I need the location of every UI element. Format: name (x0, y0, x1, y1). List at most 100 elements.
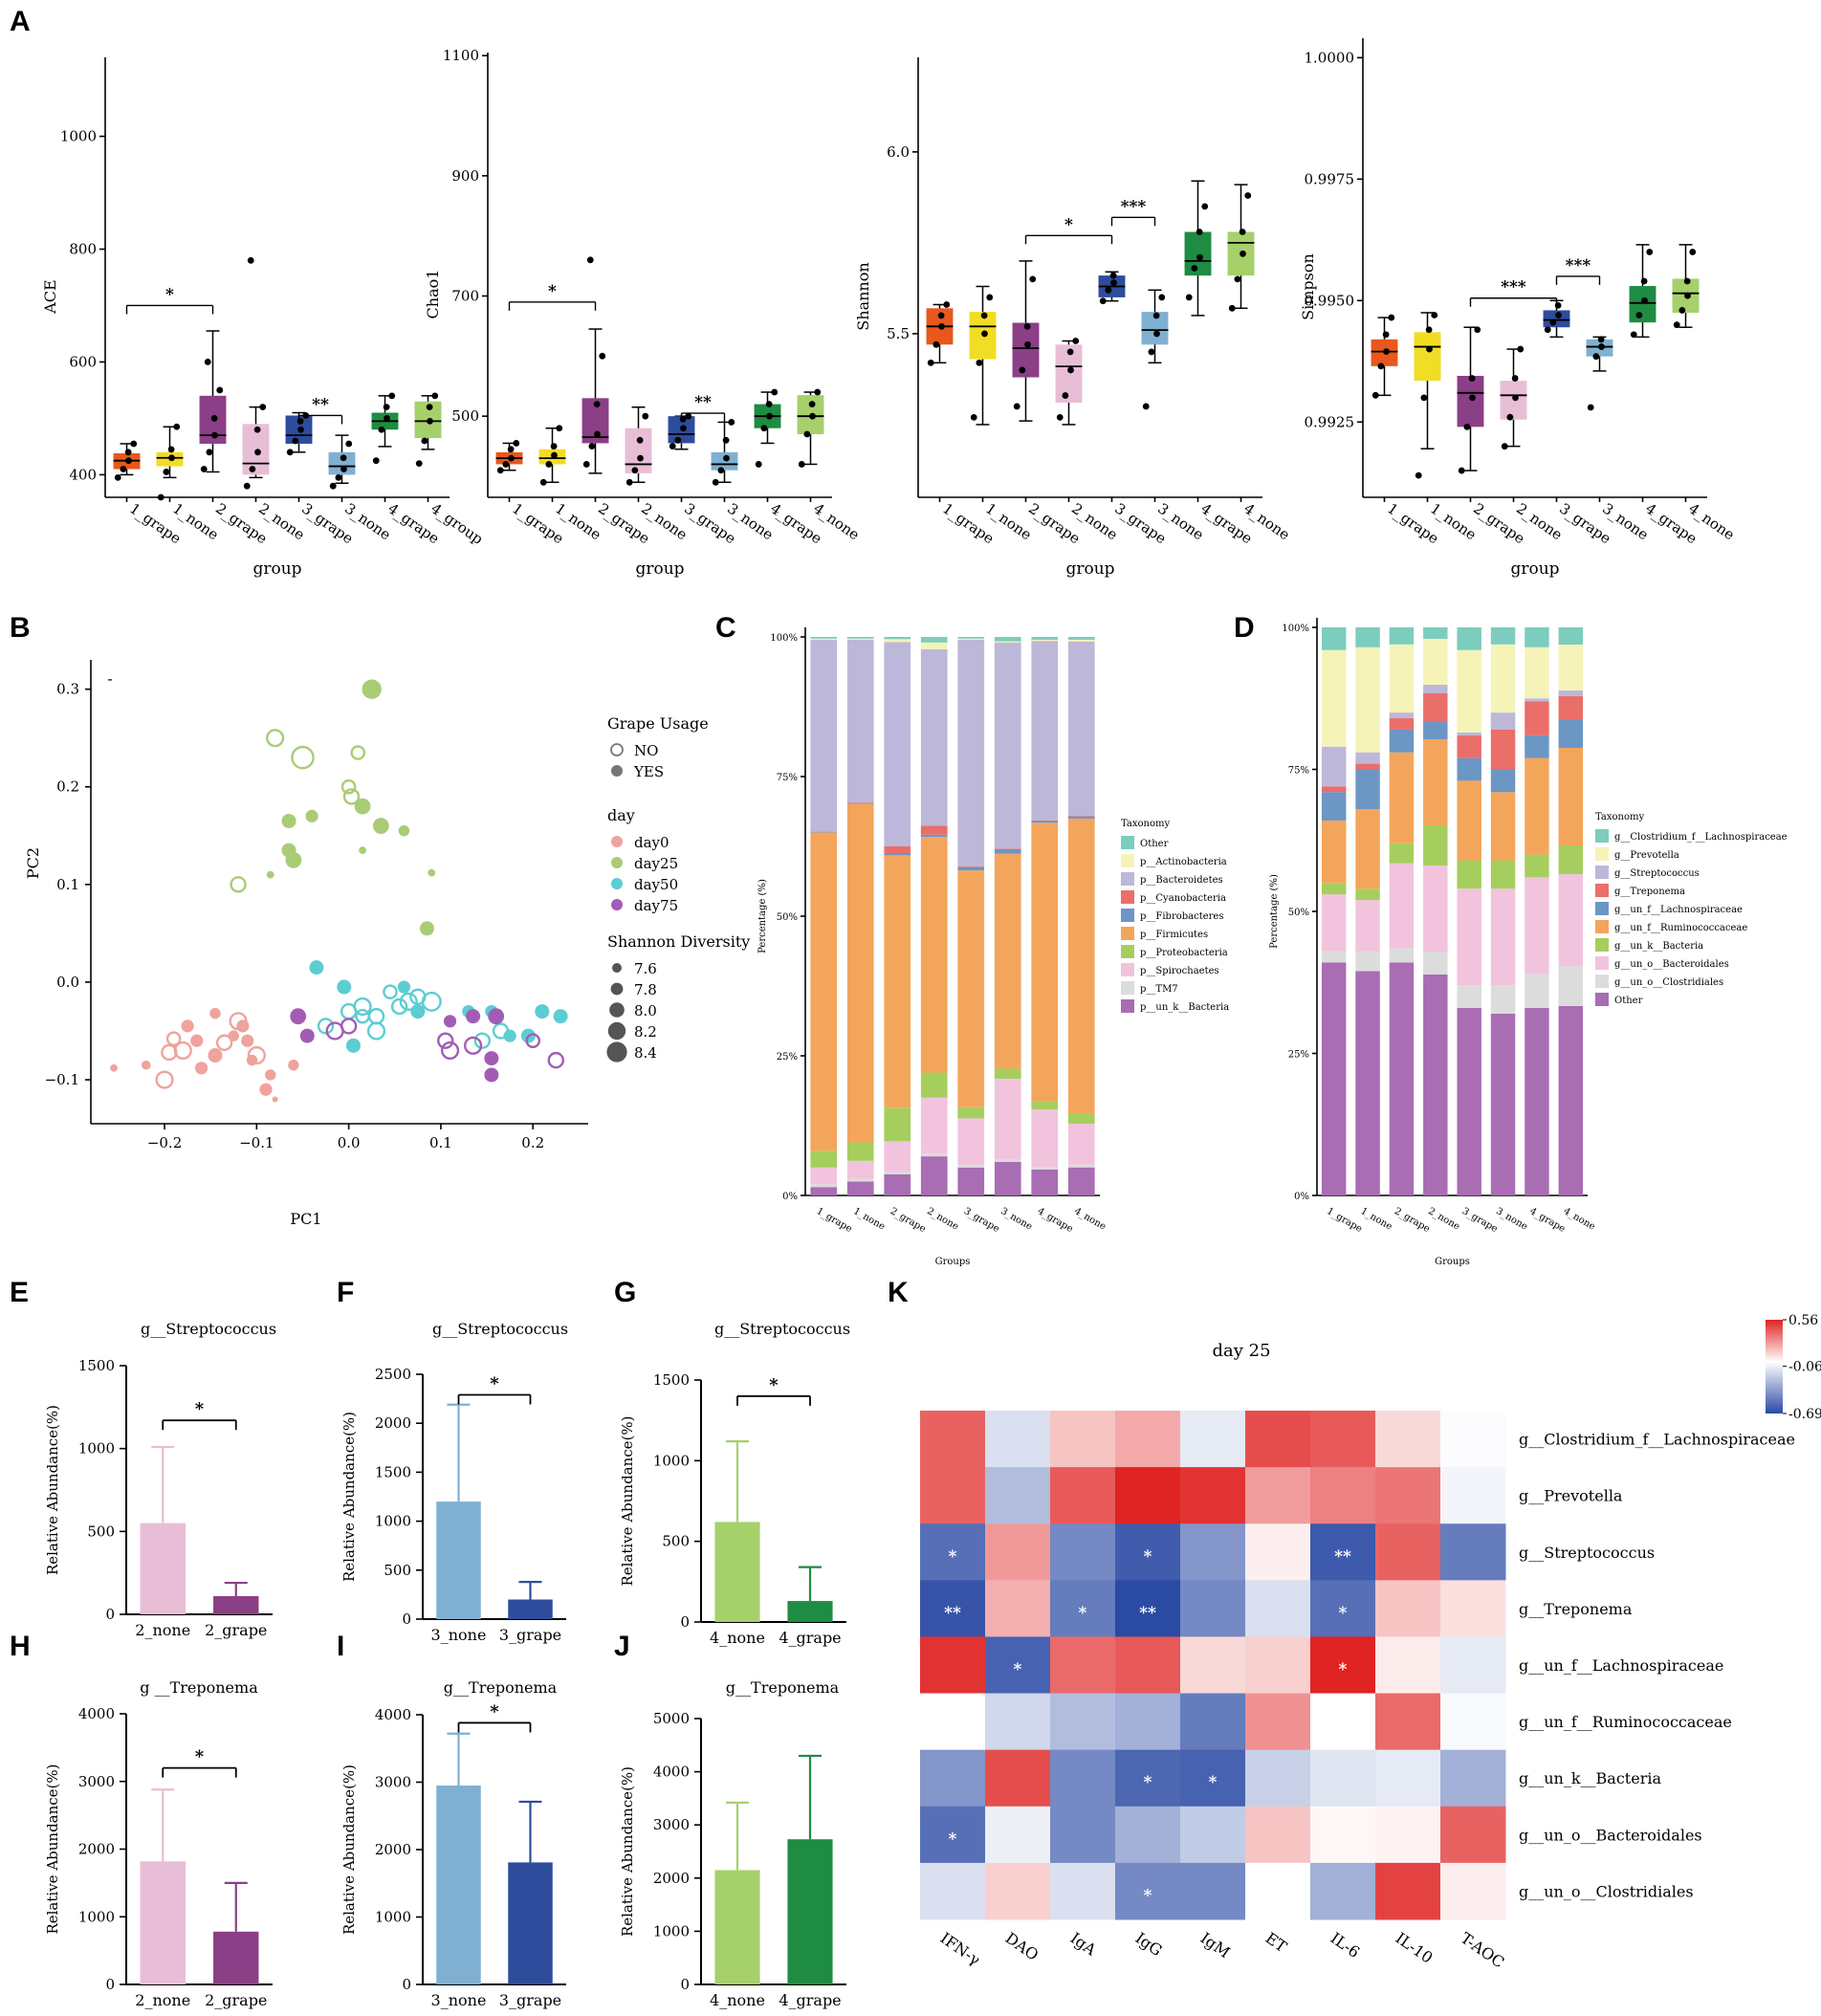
b-point (209, 1007, 221, 1019)
a4-box (1457, 376, 1484, 427)
a4-data-point (1641, 296, 1648, 304)
c-bar-segment (810, 1184, 838, 1188)
a3-data-point (1234, 275, 1241, 283)
g-title: g__Streptococcus (714, 1320, 850, 1338)
a4-data-point (1415, 471, 1422, 479)
b-point (285, 851, 302, 868)
a1-data-point (249, 466, 256, 472)
d-bar-segment (1389, 729, 1415, 753)
c-bar-segment (846, 1142, 874, 1161)
k-cell-star: * (1079, 1604, 1087, 1623)
j-y-tick-label: 4000 (653, 1764, 690, 1781)
d-legend-label: g__un_k__Bacteria (1614, 941, 1703, 952)
d-x-tick-label: 1_none (1359, 1206, 1394, 1233)
c-x-tick-label: 3_none (998, 1206, 1034, 1233)
a4-x-axis-label: group (1510, 559, 1559, 579)
a4-data-point (1689, 249, 1697, 255)
a3-data-point (1239, 229, 1246, 235)
k-cell (1310, 1862, 1376, 1920)
k-col-label: IFN-γ (937, 1929, 984, 1969)
d-bar-segment (1355, 763, 1380, 770)
k-cell-star: * (1144, 1547, 1152, 1567)
d-bar-segment (1525, 627, 1549, 647)
a1-data-point (345, 440, 353, 448)
d-legend-label: g__Clostridium_f__Lachnospiraceae (1614, 832, 1788, 843)
i-y-tick-label: 3000 (375, 1774, 411, 1791)
k-cell (920, 1806, 986, 1864)
c-x-axis-label: Groups (935, 1257, 971, 1267)
d-x-axis-label: Groups (1435, 1257, 1470, 1267)
k-col-label: IgG (1132, 1929, 1166, 1960)
k-cell (1180, 1411, 1246, 1468)
a2-data-point (765, 401, 773, 408)
k-cell (1440, 1862, 1506, 1920)
a4-y-axis-label: Simpson (1299, 253, 1317, 320)
c-bar-segment (994, 642, 1021, 849)
b-y-axis-label: PC2 (24, 847, 42, 879)
g-bar (714, 1522, 760, 1622)
k-col-label: DAO (1002, 1929, 1042, 1964)
a3-data-point (1023, 322, 1031, 330)
a1-data-point (216, 386, 224, 394)
k-cell (985, 1862, 1051, 1920)
g-x-tick-label: 4_grape (779, 1629, 841, 1647)
d-legend-swatch (1595, 866, 1609, 879)
k-col-label: T-AOC (1458, 1929, 1508, 1972)
c-bar-segment (957, 866, 985, 867)
k-cell (1375, 1693, 1441, 1751)
c-bar-segment (884, 853, 911, 856)
k-cell-star: * (949, 1547, 957, 1567)
d-bar-segment (1389, 962, 1415, 1195)
a1-data-point (292, 437, 299, 445)
c-bar-segment (884, 846, 911, 854)
c-bar-segment (1067, 641, 1095, 817)
d-bar-segment (1321, 786, 1347, 793)
a2-data-point (556, 425, 563, 432)
b-point (141, 1060, 151, 1070)
a3-data-point (1110, 279, 1117, 287)
b-point (265, 729, 285, 748)
c-bar-segment (884, 1171, 911, 1174)
b-point (241, 1034, 254, 1047)
a4-data-point (1377, 362, 1385, 370)
a1-y-axis-label: ACE (41, 279, 59, 314)
d-bar-segment (1389, 644, 1415, 713)
a4-data-point (1630, 331, 1637, 339)
panel-label-c: C (715, 612, 736, 644)
k-cell (1050, 1636, 1116, 1695)
b-point (466, 1009, 481, 1024)
b-point (398, 824, 410, 837)
d-bar-segment (1423, 952, 1448, 975)
c-bar-segment (1067, 1123, 1095, 1165)
k-cell-star: * (1144, 1773, 1152, 1792)
b-point (190, 1034, 204, 1047)
k-title: day 25 (1212, 1341, 1270, 1361)
g-y-tick-label: 500 (662, 1533, 690, 1550)
a4-data-point (1425, 326, 1433, 334)
a1-data-point (415, 460, 423, 468)
c-bar-segment (920, 1097, 948, 1154)
c-bar-segment (994, 848, 1021, 849)
a4-y-tick-label: 1.0000 (1305, 49, 1355, 66)
b-legend-day-title: day (607, 806, 635, 824)
c-bar-segment (920, 825, 948, 835)
a3-data-point (1072, 338, 1080, 344)
b-legend-day-label: day75 (634, 897, 678, 914)
a2-data-point (588, 443, 596, 449)
k-cell (1375, 1806, 1441, 1864)
d-bar-segment (1558, 690, 1584, 696)
c-bar-segment (810, 637, 838, 639)
e-y-tick-label: 0 (105, 1606, 115, 1623)
a2-y-tick-label: 500 (451, 407, 479, 425)
k-row-label: g__un_f__Ruminococcaceae (1519, 1713, 1732, 1731)
c-legend-label: p__Firmicutes (1140, 930, 1208, 940)
a2-data-point (637, 454, 644, 462)
a3-data-point (1029, 275, 1037, 283)
d-bar-segment (1558, 845, 1584, 874)
d-bar-segment (1525, 1007, 1549, 1195)
a4-box (1629, 286, 1656, 323)
a3-data-point (1158, 294, 1166, 301)
b-point (367, 1007, 385, 1025)
a4-data-point (1544, 326, 1551, 334)
d-bar-segment (1558, 696, 1584, 719)
